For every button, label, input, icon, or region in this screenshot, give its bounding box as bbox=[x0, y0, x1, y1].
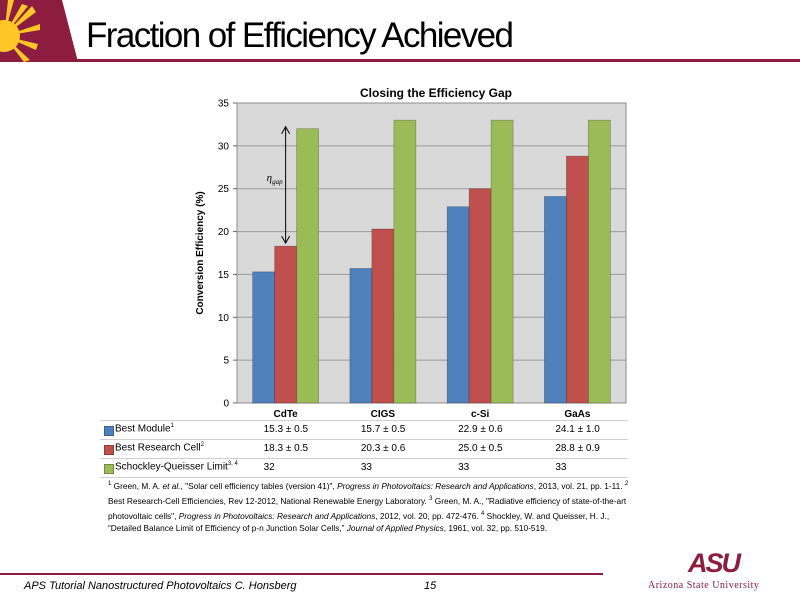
bar-cigs-series-1 bbox=[349, 268, 373, 404]
efficiency-bar-chart: 0 5 10 15 20 25 30 35 CdTe CIGS c-Si GaAs Closing … bbox=[195, 86, 627, 420]
data-table: Best Module1 15.3 ± 0.5 15.7 ± 0.5 22.9 ± 0… bbox=[100, 420, 628, 478]
page-number: 15 bbox=[424, 580, 437, 592]
table-cell: 33 bbox=[360, 462, 372, 473]
y-tick-label: 15 bbox=[218, 270, 230, 281]
category-label: c-Si bbox=[471, 409, 490, 420]
y-tick-label: 30 bbox=[218, 141, 230, 152]
gap-annotation-label: ηgap bbox=[267, 172, 283, 186]
bar-csi-series-1 bbox=[446, 206, 470, 404]
arrow-down-icon bbox=[281, 235, 291, 245]
table-cell: 20.3 ± 0.6 bbox=[360, 443, 406, 454]
bar-cigs-series-3 bbox=[393, 119, 417, 404]
table-cell: 24.1 ± 1.0 bbox=[555, 424, 600, 435]
table-row: Schockley-Queisser Limit3, 4 32 33 33 33 bbox=[100, 459, 628, 478]
title-divider bbox=[62, 59, 800, 62]
asu-wordmark: ASU bbox=[688, 548, 741, 578]
y-tick-label: 35 bbox=[218, 99, 230, 110]
arrow-up-icon bbox=[281, 125, 291, 134]
y-tick-label: 20 bbox=[218, 227, 230, 238]
asu-sunburst-logo bbox=[0, 0, 78, 62]
table-cell: 18.3 ± 0.5 bbox=[263, 443, 309, 454]
bar-csi-series-3 bbox=[490, 119, 514, 404]
bar-gaas-series-1 bbox=[544, 196, 567, 404]
reference-text: , "Solar cell efficiency tables (version… bbox=[180, 480, 338, 491]
sun-rays-icon bbox=[0, 0, 78, 62]
chart-title: Closing the Efficiency Gap bbox=[360, 86, 512, 100]
y-tick-label: 5 bbox=[223, 356, 229, 367]
table-cell: 32 bbox=[263, 462, 275, 473]
reference-text: et al. bbox=[162, 480, 181, 491]
reference-text: Green, M. A. bbox=[111, 480, 163, 491]
table-cell: 33 bbox=[555, 462, 567, 473]
series-label: Schockley-Queisser Limit3, 4 bbox=[115, 461, 238, 473]
legend-swatch bbox=[104, 445, 114, 455]
references: 1 Green, M. A. et al., "Solar cell effic… bbox=[108, 478, 633, 535]
bar-gaas-series-2 bbox=[566, 155, 589, 404]
category-label: CdTe bbox=[273, 409, 298, 420]
bar-cdte-series-2 bbox=[274, 245, 297, 404]
bars bbox=[252, 119, 611, 404]
reference-number: 3 bbox=[429, 495, 433, 502]
y-axis-ticks: 0 5 10 15 20 25 30 35 bbox=[218, 99, 237, 410]
bar-cdte-series-3 bbox=[296, 128, 319, 404]
reference-text: , 1961, vol. 32, pp. 510-519. bbox=[443, 523, 548, 534]
reference-text: Best Research-Cell Efficiencies, Rev 12-… bbox=[108, 495, 430, 506]
reference-number: 1 bbox=[108, 481, 112, 487]
bar-csi-series-2 bbox=[468, 188, 492, 404]
reference-number: 4 bbox=[481, 510, 485, 517]
table-cell: 25.0 ± 0.5 bbox=[458, 443, 503, 454]
table-cell: 15.3 ± 0.5 bbox=[263, 424, 309, 435]
y-axis-label: Conversion Efficiency (%) bbox=[195, 191, 206, 314]
reference-text: Green, M. A., "Radiative efficiency of s… bbox=[108, 495, 627, 521]
y-tick-label: 10 bbox=[218, 313, 230, 324]
series-label: Best Module1 bbox=[115, 423, 174, 435]
table-row: Best Module1 15.3 ± 0.5 15.7 ± 0.5 22.9 ± 0… bbox=[100, 420, 628, 440]
table-cell: 22.9 ± 0.6 bbox=[458, 424, 503, 435]
category-label: GaAs bbox=[564, 409, 591, 420]
reference-text: Progress in Photovoltaics: Research and … bbox=[337, 480, 534, 491]
category-labels: CdTe CIGS c-Si GaAs bbox=[273, 409, 590, 420]
table-cell: 15.7 ± 0.5 bbox=[360, 424, 406, 435]
series-label: Best Research Cell2 bbox=[115, 442, 204, 454]
reference-number: 2 bbox=[624, 481, 629, 487]
reference-text: , 2013, vol. 21, pp. 1-11. bbox=[533, 480, 625, 491]
y-tick-label: 0 bbox=[223, 399, 229, 410]
university-name: Arizona State University bbox=[648, 580, 760, 591]
footer-text: APS Tutorial Nanostructured Photovoltaic… bbox=[24, 580, 297, 592]
gap-annotation: ηgap bbox=[267, 125, 291, 245]
table-cell: 33 bbox=[458, 462, 470, 473]
table-cell: 28.8 ± 0.9 bbox=[555, 443, 600, 454]
category-label: CIGS bbox=[371, 409, 396, 420]
reference-text: Progress in Photovoltaics: Research and … bbox=[178, 510, 376, 521]
bar-gaas-series-3 bbox=[588, 119, 611, 404]
reference-text: , 2012, vol. 20, pp. 472-476. bbox=[375, 510, 482, 521]
reference-text: Journal of Applied Physics bbox=[346, 523, 444, 534]
footer-divider bbox=[0, 573, 603, 575]
reference-text: Shockley, W. and Queisser, H. J., “Detai… bbox=[108, 510, 610, 534]
slide-title: Fraction of Efficiency Achieved bbox=[86, 16, 514, 55]
bar-cdte-series-1 bbox=[252, 271, 275, 404]
asu-logo: ASU Arizona State University bbox=[640, 548, 790, 593]
legend-swatch bbox=[104, 464, 114, 474]
y-tick-label: 25 bbox=[218, 184, 230, 195]
legend-swatch bbox=[104, 426, 114, 436]
table-row: Best Research Cell2 18.3 ± 0.5 20.3 ± 0.6 2… bbox=[100, 440, 628, 459]
bar-cigs-series-2 bbox=[371, 228, 395, 404]
